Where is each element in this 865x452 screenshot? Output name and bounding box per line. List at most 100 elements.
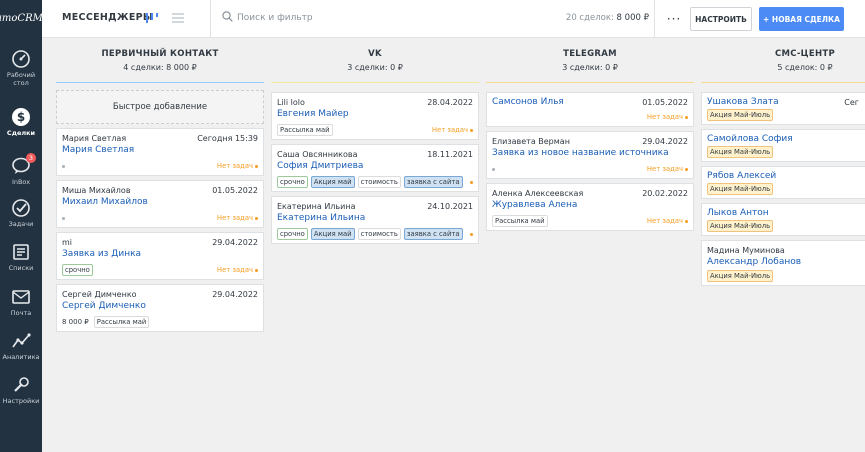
card-contact[interactable]: Самойлова София xyxy=(707,134,793,144)
card-title[interactable]: Заявка из Динка xyxy=(62,249,142,259)
sidebar-item-inbox[interactable]: 3 InBox xyxy=(0,153,42,186)
analytics-icon xyxy=(10,330,32,352)
tag[interactable]: Акция Май-Июль xyxy=(707,146,774,158)
sidebar-item-label: Настройки xyxy=(2,397,40,405)
sidebar-item-mail[interactable]: Почта xyxy=(0,286,42,317)
column-title: ПЕРВИЧНЫЙ КОНТАКТ xyxy=(101,49,219,59)
column-title: СМС-ЦЕНТР xyxy=(775,49,835,59)
deal-card[interactable]: Мария Светлая Сегодня 15:39 Мария Светлая… xyxy=(56,128,264,176)
card-date: 24.10.2021 xyxy=(427,202,473,211)
more-options-button[interactable]: ··· xyxy=(666,12,682,26)
card-contact[interactable]: Рябов Алексей xyxy=(707,171,777,181)
tag[interactable]: Акция Май-Июль xyxy=(707,183,774,195)
no-tasks-indicator[interactable]: Нет задач xyxy=(647,217,688,225)
deal-card[interactable]: Миша Михайлов 01.05.2022 Михаил Михайлов … xyxy=(56,180,264,228)
list-view-icon[interactable] xyxy=(172,11,184,28)
tag[interactable]: Акция Май-Июль xyxy=(707,109,774,121)
no-tasks-indicator[interactable]: Нет задач xyxy=(647,165,688,173)
card-title[interactable]: Александр Лобанов xyxy=(707,257,802,267)
deal-card[interactable]: mi 29.04.2022 Заявка из Динка срочно Нет з… xyxy=(56,232,264,280)
card-date: 29.04.2022 xyxy=(642,137,688,146)
column-title: TELEGRAM xyxy=(563,49,617,59)
card-date: 01.05.2022 xyxy=(642,98,688,107)
deal-card[interactable]: Лыков Антон Акция Май-Июль xyxy=(701,203,865,236)
tag[interactable]: заявка с сайта xyxy=(403,228,463,240)
amocrm-logo[interactable]: amoCRM. xyxy=(0,12,47,24)
card-title[interactable]: Сергей Димченко xyxy=(62,301,146,311)
deal-card[interactable]: Елизавета Верман 29.04.2022 Заявка из нов… xyxy=(486,131,694,179)
deal-card[interactable]: Самойлова София Акция Май-Июль xyxy=(701,129,865,162)
new-deal-button[interactable]: + НОВАЯ СДЕЛКА xyxy=(759,7,844,31)
sidebar-item-lists[interactable]: Списки xyxy=(0,241,42,272)
deal-card[interactable]: Рябов Алексей Акция Май-Июль xyxy=(701,166,865,199)
card-title[interactable]: Екатерина Ильина xyxy=(277,213,366,223)
tag[interactable]: срочно xyxy=(277,228,308,240)
card-title[interactable]: Михаил Михайлов xyxy=(62,197,148,207)
tag[interactable]: Рассылка май xyxy=(492,215,548,227)
card-contact[interactable]: Самсонов Илья xyxy=(492,97,564,107)
card-title[interactable]: Журавлева Алена xyxy=(492,200,578,210)
tag[interactable]: Рассылка май xyxy=(277,124,333,136)
sidebar-item-settings[interactable]: Настройки xyxy=(0,374,42,405)
card-title[interactable]: Евгения Майер xyxy=(277,109,349,119)
task-indicator[interactable] xyxy=(470,180,473,184)
card-contact: Сергей Димченко xyxy=(62,290,137,299)
deal-card[interactable]: Сергей Димченко 29.04.2022 Сергей Димченк… xyxy=(56,284,264,332)
dashboard-icon xyxy=(10,48,32,70)
column-header: VK 3 сделки: 0 ₽ xyxy=(271,49,479,83)
tag[interactable]: Акция Май-Июль xyxy=(707,270,774,282)
top-header: МЕССЕНДЖЕРЫ 20 сделок: 8 000 ₽ ··· НАСТР… xyxy=(42,0,865,38)
search-bar xyxy=(222,11,537,25)
card-contact[interactable]: Лыков Антон xyxy=(707,208,769,218)
tag[interactable]: заявка с сайта xyxy=(403,176,463,188)
sidebar-item-label: Рабочий стол xyxy=(6,71,36,87)
card-date: 29.04.2022 xyxy=(212,238,258,247)
card-title[interactable]: София Дмитриева xyxy=(277,161,364,171)
header-divider xyxy=(210,0,211,38)
sidebar-item-label: Сделки xyxy=(6,129,36,137)
search-input[interactable] xyxy=(237,13,537,23)
deal-card[interactable]: Самсонов Илья 01.05.2022 Нет задач xyxy=(486,92,694,127)
tag[interactable]: стоимость xyxy=(357,176,401,188)
kanban-view-icon[interactable] xyxy=(146,11,158,28)
tag[interactable]: Акция Май-Июль xyxy=(707,220,774,232)
sidebar: amoCRM. Рабочий стол $ Сделки 3 InBox За… xyxy=(0,0,47,452)
no-tasks-indicator[interactable]: Нет задач xyxy=(647,113,688,121)
tasks-icon xyxy=(10,197,32,219)
tag[interactable]: стоимость xyxy=(357,228,401,240)
view-switcher xyxy=(146,11,184,28)
setup-button[interactable]: НАСТРОИТЬ xyxy=(690,7,752,31)
deal-card[interactable]: Мадина Муминова Александр Лобанов Акция … xyxy=(701,240,865,286)
quick-add-button[interactable]: Быстрое добавление xyxy=(56,90,264,124)
sidebar-item-dashboard[interactable]: Рабочий стол xyxy=(0,48,42,87)
deal-card[interactable]: Lili lolo 28.04.2022 Евгения Майер Рассыл… xyxy=(271,92,479,140)
deal-card[interactable]: Ушакова Злата Сег Акция Май-Июль xyxy=(701,92,865,125)
card-title[interactable]: Мария Светлая xyxy=(62,145,135,155)
tag[interactable]: Акция май xyxy=(310,176,355,188)
sidebar-item-tasks[interactable]: Задачи xyxy=(0,197,42,228)
tag[interactable]: Акция май xyxy=(310,228,355,240)
deal-card[interactable]: Аленка Алексеевская 20.02.2022 Журавлева … xyxy=(486,183,694,231)
tag[interactable]: срочно xyxy=(62,264,93,276)
pipeline-title[interactable]: МЕССЕНДЖЕРЫ xyxy=(62,12,154,23)
no-tasks-indicator[interactable]: Нет задач xyxy=(432,126,473,134)
pipeline-column-telegram: TELEGRAM 3 сделки: 0 ₽ Самсонов Илья 01.0… xyxy=(486,44,694,231)
deal-card[interactable]: Саша Овсянникова 18.11.2021 София Дмитрие… xyxy=(271,144,479,192)
task-indicator[interactable] xyxy=(470,232,473,236)
sidebar-item-analytics[interactable]: Аналитика xyxy=(0,330,42,361)
column-header: TELEGRAM 3 сделки: 0 ₽ xyxy=(486,49,694,83)
no-tasks-indicator[interactable]: Нет задач xyxy=(217,266,258,274)
deals-summary: 20 сделок: 8 000 ₽ xyxy=(566,13,649,23)
card-title[interactable]: Заявка из новое название источника xyxy=(492,148,669,158)
card-date: 01.05.2022 xyxy=(212,186,258,195)
tag[interactable]: Рассылка май xyxy=(93,316,150,328)
card-contact: Мадина Муминова xyxy=(707,246,785,255)
card-contact[interactable]: Ушакова Злата xyxy=(707,97,779,107)
no-tasks-indicator[interactable]: Нет задач xyxy=(217,162,258,170)
no-tasks-indicator[interactable]: Нет задач xyxy=(217,214,258,222)
deal-card[interactable]: Екатерина Ильина 24.10.2021 Екатерина Иль… xyxy=(271,196,479,244)
tag[interactable]: срочно xyxy=(277,176,308,188)
sidebar-item-deals[interactable]: $ Сделки xyxy=(0,106,42,137)
sidebar-item-label: Почта xyxy=(10,309,32,317)
sidebar-item-label: Аналитика xyxy=(2,353,40,361)
